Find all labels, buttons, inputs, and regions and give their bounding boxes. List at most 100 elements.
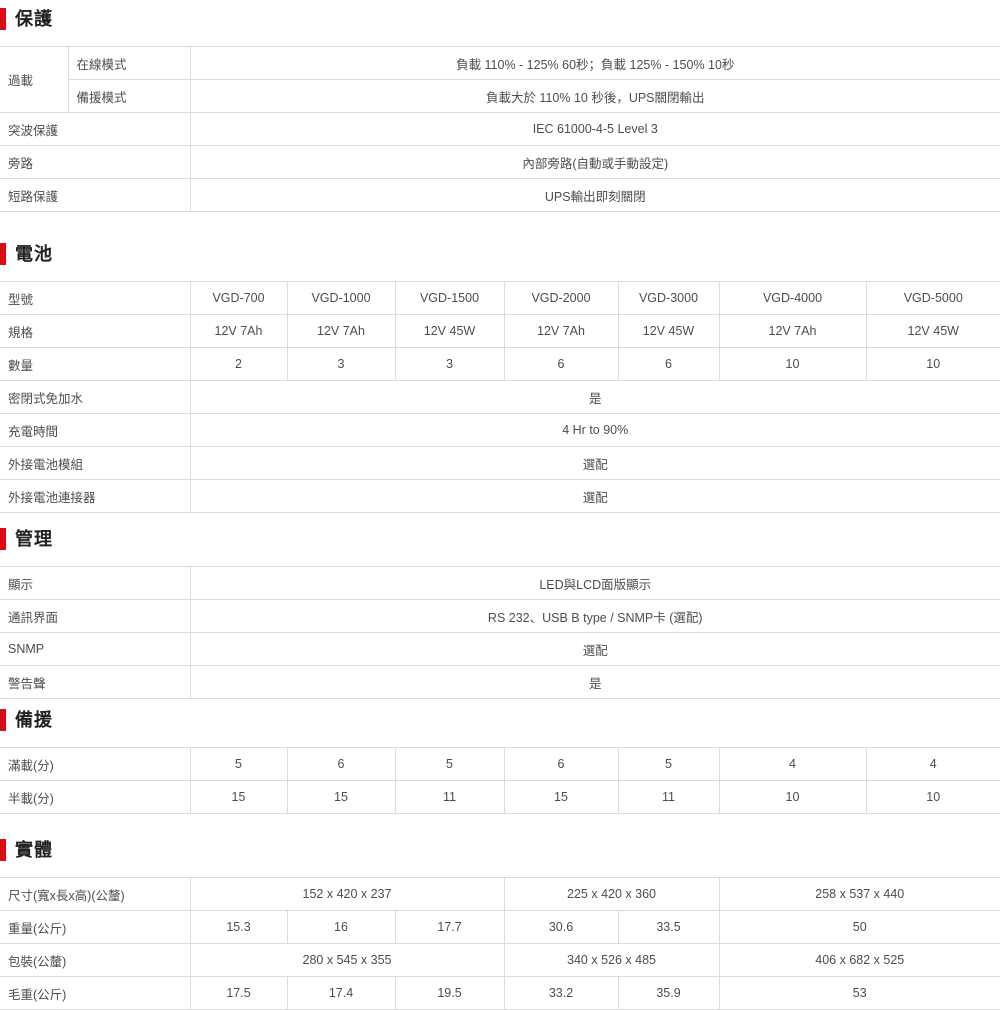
cell-model: VGD-1500: [394, 281, 505, 315]
cell-half-load: 10: [718, 780, 867, 814]
cell-weight: 30.6: [503, 910, 619, 944]
cell-model: VGD-1000: [286, 281, 396, 315]
cell-gross-weight: 17.4: [286, 976, 396, 1010]
cell-half-load: 11: [617, 780, 720, 814]
cell-model: VGD-3000: [617, 281, 720, 315]
cell-gross-weight: 33.2: [503, 976, 619, 1010]
cell-snmp-value: 選配: [189, 632, 1000, 666]
cell-weight: 50: [718, 910, 1000, 944]
table-row: SNMP 選配: [0, 632, 1000, 666]
section-title-physical: 實體: [0, 839, 1000, 861]
cell-weight: 16: [286, 910, 396, 944]
table-row-dimensions: 尺寸(寬x長x高)(公釐) 152 x 420 x 237 225 x 420 …: [0, 877, 1000, 911]
row-label-ext-battery-connector: 外接電池連接器: [0, 479, 191, 513]
cell-charge-time-value: 4 Hr to 90%: [189, 413, 1000, 447]
cell-alarm-value: 是: [189, 665, 1000, 699]
cell-weight: 15.3: [189, 910, 288, 944]
cell-full-load: 6: [503, 747, 619, 781]
cell-full-load: 6: [286, 747, 396, 781]
row-label-dimensions: 尺寸(寬x長x高)(公釐): [0, 877, 191, 911]
cell-spec: 12V 7Ah: [286, 314, 396, 348]
cell-online-mode-value: 負載 110% - 125% 60秒；負載 125% - 150% 10秒: [189, 46, 1000, 80]
cell-half-load: 11: [394, 780, 505, 814]
cell-spec: 12V 7Ah: [718, 314, 867, 348]
table-row-gross-weight: 毛重(公斤) 17.5 17.4 19.5 33.2 35.9 53: [0, 976, 1000, 1010]
section-title-battery: 電池: [0, 243, 1000, 265]
cell-short-circuit-value: UPS輸出即刻關閉: [189, 178, 1000, 212]
row-label-comm-interface: 通訊界面: [0, 599, 191, 633]
row-label-ext-battery-module: 外接電池模組: [0, 446, 191, 480]
cell-dimension: 225 x 420 x 360: [503, 877, 720, 911]
cell-spec: 12V 7Ah: [503, 314, 619, 348]
row-label-standby-mode: 備援模式: [68, 79, 191, 113]
battery-table: 型號 VGD-700 VGD-1000 VGD-1500 VGD-2000 VG…: [0, 281, 1000, 513]
cell-ext-battery-module-value: 選配: [189, 446, 1000, 480]
cell-full-load: 5: [394, 747, 505, 781]
section-backup: 備援 滿載(分) 5 6 5 6 5 4 4 半載(分) 15 15 11 15…: [0, 709, 1000, 814]
section-title-management: 管理: [0, 528, 1000, 550]
cell-gross-weight: 35.9: [617, 976, 720, 1010]
cell-spec: 12V 45W: [865, 314, 1000, 348]
cell-weight: 17.7: [394, 910, 505, 944]
cell-weight: 33.5: [617, 910, 720, 944]
table-row: 過載 在線模式 負載 110% - 125% 60秒；負載 125% - 150…: [0, 46, 1000, 113]
cell-comm-interface-value: RS 232、USB B type / SNMP卡 (選配): [189, 599, 1000, 633]
cell-ext-battery-connector-value: 選配: [189, 479, 1000, 513]
cell-spec: 12V 45W: [394, 314, 505, 348]
cell-quantity: 10: [718, 347, 867, 381]
cell-half-load: 15: [189, 780, 288, 814]
row-label-bypass: 旁路: [0, 145, 191, 179]
table-row-half-load: 半載(分) 15 15 11 15 11 10 10: [0, 780, 1000, 814]
table-row-quantities: 數量 2 3 3 6 6 10 10: [0, 347, 1000, 381]
cell-standby-mode-value: 負載大於 110% 10 秒後，UPS關閉輸出: [189, 79, 1000, 113]
protection-table: 過載 在線模式 負載 110% - 125% 60秒；負載 125% - 150…: [0, 46, 1000, 212]
table-row-full-load: 滿載(分) 5 6 5 6 5 4 4: [0, 747, 1000, 781]
cell-quantity: 3: [394, 347, 505, 381]
cell-display-value: LED與LCD面版顯示: [189, 566, 1000, 600]
section-physical: 實體 尺寸(寬x長x高)(公釐) 152 x 420 x 237 225 x 4…: [0, 839, 1000, 1010]
cell-model: VGD-700: [189, 281, 288, 315]
cell-bypass-value: 內部旁路(自動或手動設定): [189, 145, 1000, 179]
cell-packing: 406 x 682 x 525: [718, 943, 1000, 977]
row-label-online-mode: 在線模式: [67, 46, 191, 80]
cell-spec: 12V 45W: [617, 314, 720, 348]
row-label-packing: 包裝(公釐): [0, 943, 191, 977]
table-row: 突波保護 IEC 61000-4-5 Level 3: [0, 112, 1000, 146]
table-row: 充電時間 4 Hr to 90%: [0, 413, 1000, 447]
ups-spec-page: 保護 過載 在線模式 負載 110% - 125% 60秒；負載 125% - …: [0, 8, 1000, 1010]
cell-quantity: 10: [865, 347, 1000, 381]
cell-dimension: 258 x 537 x 440: [718, 877, 1000, 911]
physical-table: 尺寸(寬x長x高)(公釐) 152 x 420 x 237 225 x 420 …: [0, 877, 1000, 1010]
section-management: 管理 顯示 LED與LCD面版顯示 通訊界面 RS 232、USB B type…: [0, 528, 1000, 699]
table-row: 外接電池連接器 選配: [0, 479, 1000, 513]
row-label-half-load: 半載(分): [0, 780, 191, 814]
cell-gross-weight: 17.5: [189, 976, 288, 1010]
cell-quantity: 6: [503, 347, 619, 381]
cell-half-load: 10: [865, 780, 1000, 814]
cell-quantity: 2: [189, 347, 288, 381]
cell-half-load: 15: [286, 780, 396, 814]
table-row: 外接電池模組 選配: [0, 446, 1000, 480]
table-row-weight: 重量(公斤) 15.3 16 17.7 30.6 33.5 50: [0, 910, 1000, 944]
section-protection: 保護 過載 在線模式 負載 110% - 125% 60秒；負載 125% - …: [0, 8, 1000, 212]
cell-spec: 12V 7Ah: [189, 314, 288, 348]
cell-dimension: 152 x 420 x 237: [189, 877, 505, 911]
table-row: 顯示 LED與LCD面版顯示: [0, 566, 1000, 600]
table-row: 密閉式免加水 是: [0, 380, 1000, 414]
row-label-spec: 規格: [0, 314, 191, 348]
table-row: 短路保護 UPS輸出即刻關閉: [0, 178, 1000, 212]
row-label-charge-time: 充電時間: [0, 413, 191, 447]
cell-sealed-battery-value: 是: [189, 380, 1000, 414]
cell-model: VGD-5000: [865, 281, 1000, 315]
table-row-specs: 規格 12V 7Ah 12V 7Ah 12V 45W 12V 7Ah 12V 4…: [0, 314, 1000, 348]
row-label-sealed-battery: 密閉式免加水: [0, 380, 191, 414]
row-label-display: 顯示: [0, 566, 191, 600]
table-row: 備援模式 負載大於 110% 10 秒後，UPS關閉輸出: [0, 79, 1000, 113]
table-row-models: 型號 VGD-700 VGD-1000 VGD-1500 VGD-2000 VG…: [0, 281, 1000, 315]
row-label-quantity: 數量: [0, 347, 191, 381]
cell-full-load: 4: [718, 747, 867, 781]
cell-surge-value: IEC 61000-4-5 Level 3: [189, 112, 1000, 146]
backup-table: 滿載(分) 5 6 5 6 5 4 4 半載(分) 15 15 11 15 11…: [0, 747, 1000, 814]
cell-full-load: 4: [865, 747, 1000, 781]
row-label-weight: 重量(公斤): [0, 910, 191, 944]
